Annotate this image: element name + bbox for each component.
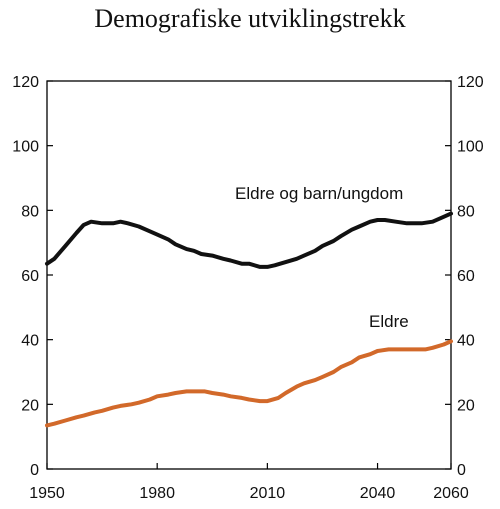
series-layer <box>45 211 453 428</box>
y-tick-label-right: 0 <box>457 462 466 479</box>
y-tick-label-right: 100 <box>457 139 484 156</box>
y-tick-label-left: 0 <box>30 462 39 479</box>
y-tick-label-right: 120 <box>457 74 484 91</box>
y-tick-label-right: 40 <box>457 333 475 350</box>
series-line-eldre-og-barn-ungdom <box>45 211 453 269</box>
series-label-eldre: Eldre <box>369 312 409 331</box>
y-tick-label-right: 80 <box>457 203 475 220</box>
y-tick-label-right: 20 <box>457 397 475 414</box>
y-tick-label-left: 80 <box>21 203 39 220</box>
x-tick-label: 2010 <box>250 485 286 502</box>
x-tick-label: 1980 <box>139 485 175 502</box>
y-tick-label-left: 60 <box>21 268 39 285</box>
y-tick-label-right: 60 <box>457 268 475 285</box>
y-tick-label-left: 100 <box>12 139 39 156</box>
y-tick-label-left: 40 <box>21 333 39 350</box>
series-label-eldre-og-barn-ungdom: Eldre og barn/ungdom <box>235 184 403 203</box>
x-tick-label: 2040 <box>360 485 396 502</box>
x-tick-label: 2060 <box>433 485 469 502</box>
series-line-eldre <box>45 339 453 428</box>
y-tick-label-left: 20 <box>21 397 39 414</box>
x-tick-label: 1950 <box>29 485 65 502</box>
chart-title: Demografiske utviklingstrekk <box>94 4 406 33</box>
labels-layer: Eldre og barn/ungdom Eldre <box>235 184 409 331</box>
y-tick-label-left: 120 <box>12 74 39 91</box>
